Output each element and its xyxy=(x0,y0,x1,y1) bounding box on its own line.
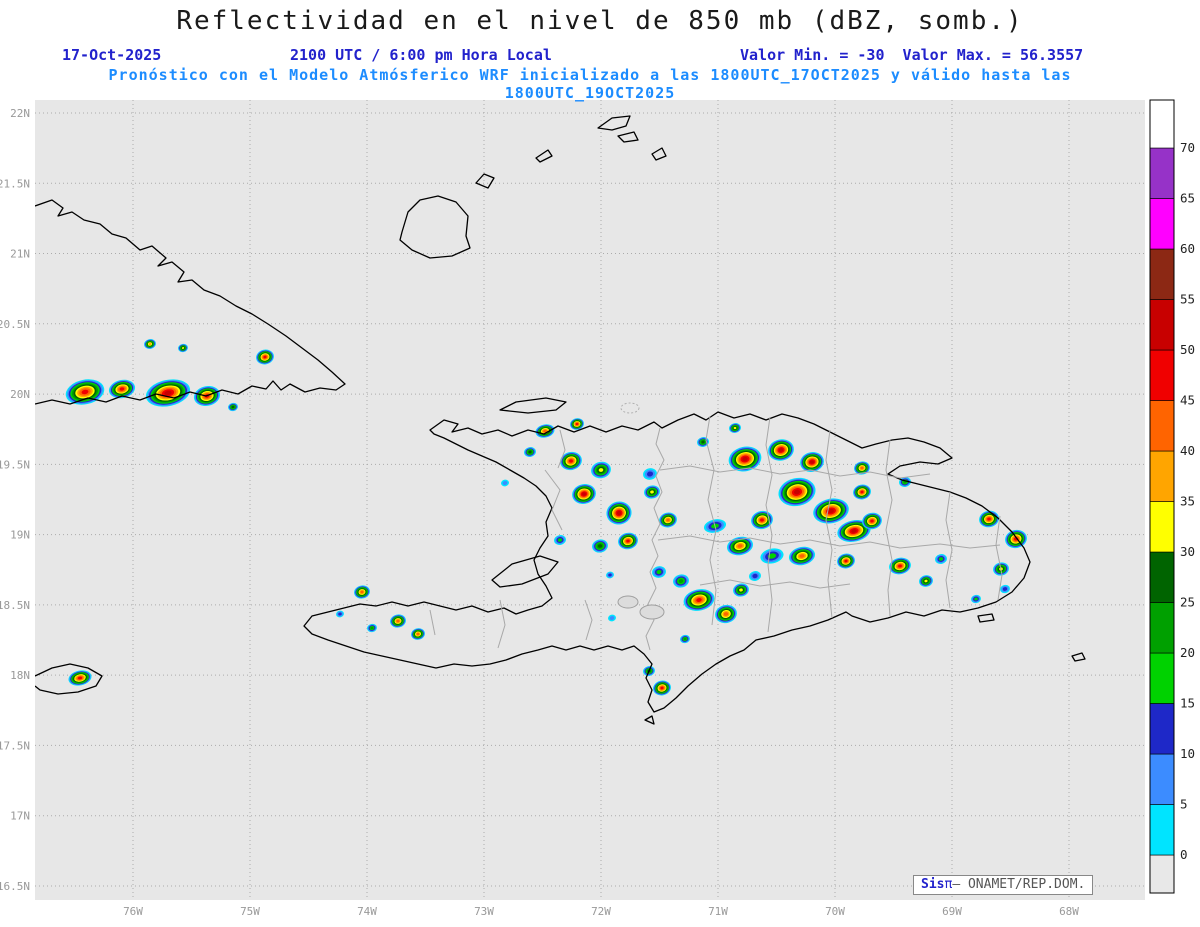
coastlines xyxy=(35,115,1086,725)
axis-labels: 22N 21.5N 21N 20.5N 20N 19.5N 19N 18.5N 18N 17.5N… xyxy=(0,107,1079,918)
colorbar-tick-label: 20 xyxy=(1180,645,1195,660)
subtitle-line-1: 17-Oct-2025 2100 UTC / 6:00 pm Hora Loca… xyxy=(0,46,1200,66)
model-info-line: Pronóstico con el Modelo Atmósferico WRF… xyxy=(108,66,1072,102)
lat-tick-label: 18.5N xyxy=(0,599,30,612)
lon-tick-label: 71W xyxy=(708,905,728,918)
lat-tick-label: 17N xyxy=(10,810,30,823)
colorbar-tick-label: 35 xyxy=(1180,494,1195,509)
colorbar-tick-label: 10 xyxy=(1180,746,1195,761)
colorbar-tick-label: 65 xyxy=(1180,191,1195,206)
colorbar-tick-label: 0 xyxy=(1180,847,1188,862)
reflectivity-cells xyxy=(65,339,1027,696)
colorbar-tick-label: 55 xyxy=(1180,292,1195,307)
colorbar-tick-label: 45 xyxy=(1180,393,1195,408)
colorbar-tick-label: 5 xyxy=(1180,797,1188,812)
colorbar-tick-label: 25 xyxy=(1180,595,1195,610)
lon-tick-label: 69W xyxy=(942,905,962,918)
attribution-pi-icon: π xyxy=(944,877,953,892)
lat-tick-label: 18N xyxy=(10,669,30,682)
shallow-bank-outline xyxy=(620,402,640,414)
lon-tick-label: 74W xyxy=(357,905,377,918)
lat-tick-label: 16.5N xyxy=(0,880,30,893)
lon-tick-label: 75W xyxy=(240,905,260,918)
lat-tick-label: 19.5N xyxy=(0,458,30,471)
lon-tick-label: 76W xyxy=(123,905,143,918)
attribution-org: – ONAMET/REP.DOM. xyxy=(952,877,1086,892)
colorbar-tick-label: 70 xyxy=(1180,140,1195,155)
colorbar-tick-label: 30 xyxy=(1180,544,1195,559)
lat-tick-label: 21N xyxy=(10,248,30,261)
valid-time: 2100 UTC / 6:00 pm Hora Local xyxy=(290,46,552,64)
minmax-values: Valor Min. = -30 Valor Max. = 56.3557 xyxy=(740,46,1084,64)
lat-tick-label: 20N xyxy=(10,388,30,401)
lat-tick-label: 21.5N xyxy=(0,177,30,190)
attribution-box: Sisπ– ONAMET/REP.DOM. xyxy=(913,875,1094,895)
lake-enriquillo xyxy=(639,604,665,620)
lon-tick-label: 72W xyxy=(591,905,611,918)
chart-title: Reflectividad en el nivel de 850 mb (dBZ… xyxy=(176,6,1024,36)
colorbar-tick-label: 50 xyxy=(1180,342,1195,357)
lat-tick-label: 19N xyxy=(10,529,30,542)
colorbar-tick-label: 15 xyxy=(1180,696,1195,711)
lon-tick-label: 70W xyxy=(825,905,845,918)
run-date: 17-Oct-2025 xyxy=(62,46,162,64)
lon-tick-label: 68W xyxy=(1059,905,1079,918)
colorbar-tick-label: 60 xyxy=(1180,241,1195,256)
province-borders xyxy=(429,402,1003,651)
colorbar-tick-label: 40 xyxy=(1180,443,1195,458)
lon-tick-label: 73W xyxy=(474,905,494,918)
lake-azuei xyxy=(617,595,639,609)
lat-tick-label: 20.5N xyxy=(0,318,30,331)
lat-tick-label: 17.5N xyxy=(0,739,30,752)
colorbar: 0 5 10 15 20 25 30 35 40 45 50 55 60 65 70 xyxy=(1149,99,1195,894)
lat-tick-label: 22N xyxy=(10,107,30,120)
attribution-sis: Sis xyxy=(921,877,945,892)
